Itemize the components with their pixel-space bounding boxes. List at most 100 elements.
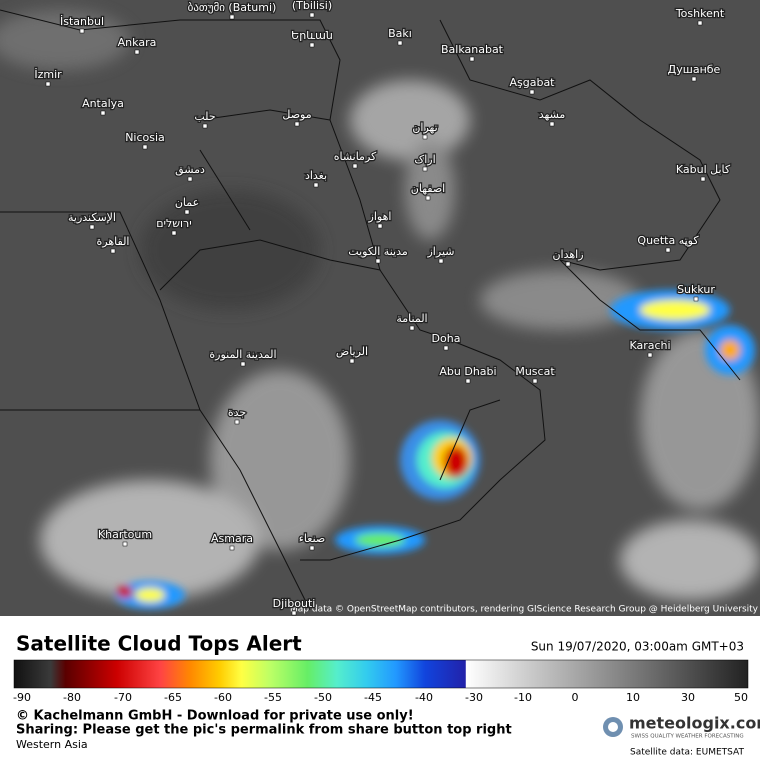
city-label: Karachi (629, 339, 670, 352)
brand-tagline: SWISS QUALITY WEATHER FORECASTING (631, 734, 744, 740)
city-marker (422, 134, 428, 140)
scale-tick-label: -70 (114, 691, 132, 704)
city-marker (309, 42, 315, 48)
city-label: بغداد (305, 169, 327, 182)
scale-tick-label: -45 (364, 691, 382, 704)
city-marker (89, 224, 95, 230)
city-label: Душанбе (668, 63, 721, 76)
city-label: الإسكندرية (68, 211, 116, 224)
city-label: Asmara (211, 532, 253, 545)
city-marker (110, 248, 116, 254)
city-marker (309, 12, 315, 18)
satellite-map: Map data © OpenStreetMap contributors, r… (0, 0, 760, 616)
city-marker (425, 195, 431, 201)
city-label: القاهرة (97, 235, 130, 248)
city-marker (142, 144, 148, 150)
city-label: Ankara (118, 36, 157, 49)
city-marker (422, 166, 428, 172)
sharing-note: Sharing: Please get the pic's permalink … (16, 723, 512, 738)
city-label: زاهدان (552, 248, 583, 261)
city-label: Balkanabat (441, 43, 504, 56)
city-marker (469, 56, 475, 62)
city-label: Երևան (291, 29, 333, 42)
city-label: Sukkur (677, 283, 715, 296)
city-marker (171, 230, 177, 236)
city-label: کرمانشاه (334, 150, 377, 163)
city-label: Antalya (82, 97, 124, 110)
city-labels: İstanbul ბათუმი (Batumi) (Tbilisi) Ankara Եր… (33, 0, 732, 616)
city-marker (700, 176, 706, 182)
city-label: (Tbilisi) (292, 0, 332, 12)
city-label: شیراز (427, 245, 455, 258)
city-marker (100, 110, 106, 116)
city-marker (184, 209, 190, 215)
color-scale (13, 659, 749, 689)
city-marker (187, 176, 193, 182)
city-label: اراک (414, 153, 435, 166)
city-label: الرياض (336, 345, 368, 358)
scale-tick-label: -30 (465, 691, 483, 704)
city-label: موصل (282, 108, 311, 121)
city-marker (134, 49, 140, 55)
scale-tick-label: 50 (734, 691, 748, 704)
city-marker (375, 258, 381, 264)
city-marker (443, 345, 449, 351)
city-marker (693, 296, 699, 302)
city-label: Bakı (388, 27, 412, 40)
data-source: Satellite data: EUMETSAT (630, 748, 744, 758)
city-marker (665, 247, 671, 253)
city-marker (397, 40, 403, 46)
city-label: Nicosia (125, 131, 165, 144)
city-label: المنامة (396, 312, 427, 325)
city-marker (532, 378, 538, 384)
city-marker (565, 261, 571, 267)
city-marker (294, 121, 300, 127)
city-label: صنعاء (299, 532, 326, 545)
city-label: Aşgabat (509, 76, 555, 89)
legend-panel: Satellite Cloud Tops Alert Sun 19/07/202… (13, 632, 760, 758)
city-marker (122, 541, 128, 547)
scale-tick-label: -65 (164, 691, 182, 704)
city-label: اهواز (368, 210, 392, 223)
city-marker (352, 163, 358, 169)
city-marker (549, 121, 555, 127)
city-label: İstanbul (60, 15, 104, 28)
logo: meteologix.com SWISS QUALITY WEATHER FOR… (603, 714, 760, 740)
city-label: Doha (432, 332, 461, 345)
city-marker (202, 123, 208, 129)
scale-tick-label: 0 (572, 691, 579, 704)
city-label: مشهد (539, 108, 566, 121)
city-marker (409, 325, 415, 331)
city-label: Kabul کابل (676, 163, 731, 176)
city-marker (438, 258, 444, 264)
city-marker (691, 76, 697, 82)
map-attribution: Map data © OpenStreetMap contributors, r… (290, 605, 759, 615)
city-marker (79, 28, 85, 34)
city-marker (465, 378, 471, 384)
city-label: دمشق (175, 163, 205, 177)
brand: meteologix.com (629, 714, 760, 733)
scale-tick-label: 10 (626, 691, 640, 704)
city-marker (291, 610, 297, 616)
region: Western Asia (16, 738, 88, 751)
city-label: مدينة الكويت (348, 245, 408, 258)
city-marker (377, 223, 383, 229)
copyright: © Kachelmann GmbH - Download for private… (16, 709, 414, 724)
city-label: Djibouti (273, 597, 316, 610)
city-label: Khartoum (98, 528, 152, 541)
scale-tick-label: 30 (681, 691, 695, 704)
scale-tick-label: -60 (214, 691, 232, 704)
scale-tick-label: -40 (415, 691, 433, 704)
city-marker (309, 545, 315, 551)
city-label: جدة (228, 406, 246, 419)
city-label: ירושלים (156, 217, 191, 230)
city-label: حلب (194, 110, 215, 123)
city-label: Quetta کوټه (637, 234, 699, 247)
city-label: Muscat (515, 365, 555, 378)
city-marker (229, 14, 235, 20)
timestamp: Sun 19/07/2020, 03:00am GMT+03 (531, 640, 744, 654)
city-marker (313, 182, 319, 188)
city-label: تهران (412, 121, 437, 134)
city-marker (45, 81, 51, 87)
